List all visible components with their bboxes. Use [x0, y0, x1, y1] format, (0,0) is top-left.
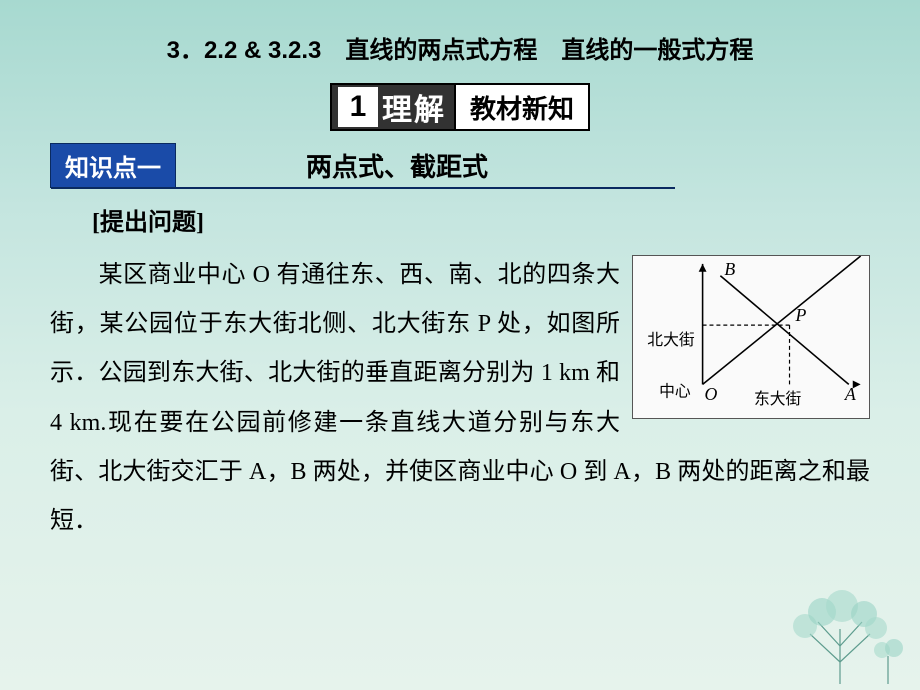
label-A: A	[844, 384, 856, 404]
banner-number: 1	[338, 87, 378, 127]
line-AB	[720, 276, 848, 385]
label-B: B	[724, 259, 735, 279]
label-east: 东大街	[754, 390, 802, 408]
title: 3．2.2 & 3.2.3 直线的两点式方程 直线的一般式方程	[50, 30, 870, 65]
label-O: O	[705, 384, 718, 404]
figure-diagram: B P O A 中心 东大街 北大街	[632, 255, 870, 419]
sub-title: 两点式、截距式	[306, 147, 488, 184]
label-P: P	[794, 305, 806, 325]
banner-left: 1 理解	[330, 83, 456, 131]
label-north: 北大街	[647, 331, 695, 349]
label-center: 中心	[659, 382, 691, 400]
body: B P O A 中心 东大街 北大街 某区商业中心 O 有通往东、西、南、北的四…	[50, 251, 870, 546]
banner-right: 教材新知	[456, 83, 590, 131]
banner-left-text: 理解	[382, 85, 448, 129]
tag-row: 知识点一 两点式、截距式	[50, 143, 870, 188]
section-heading: [提出问题]	[92, 202, 870, 237]
banner: 1 理解 教材新知	[50, 83, 870, 131]
knowledge-tag: 知识点一	[50, 143, 176, 188]
tree-decoration	[770, 574, 910, 684]
slide: 3．2.2 & 3.2.3 直线的两点式方程 直线的一般式方程 1 理解 教材新…	[0, 0, 920, 690]
y-arrow	[699, 264, 707, 272]
